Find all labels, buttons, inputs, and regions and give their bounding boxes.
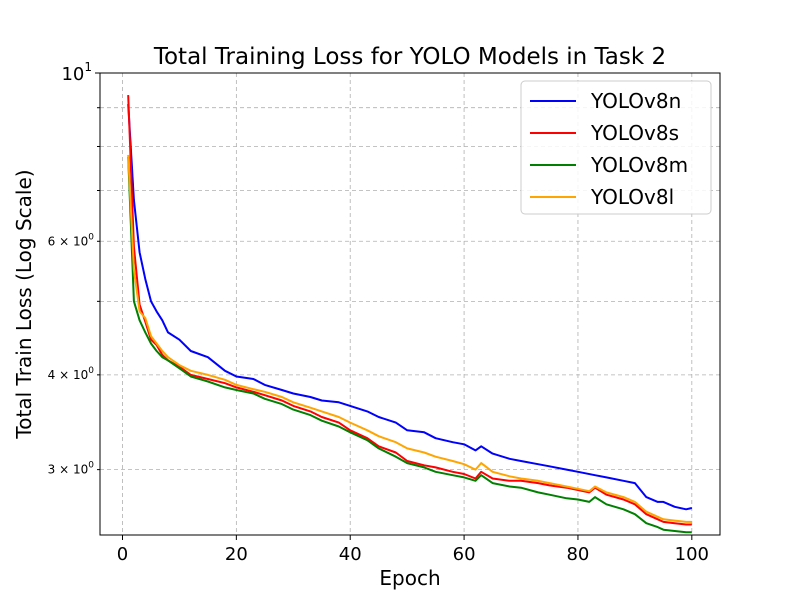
y-axis-label: Total Train Loss (Log Scale): [12, 169, 36, 439]
series-line-yolov8l: [127, 154, 692, 523]
legend-label: YOLOv8m: [590, 153, 688, 177]
legend-label: YOLOv8l: [590, 185, 674, 209]
x-tick-label: 80: [566, 544, 589, 565]
x-tick-label: 40: [339, 544, 362, 565]
series-line-yolov8s: [127, 95, 692, 526]
plot-area-frame: [99, 72, 721, 536]
y-minor-tick-label: 6 × 100: [48, 232, 95, 248]
series-line-yolov8m: [127, 156, 692, 534]
x-tick-label: 0: [117, 544, 128, 565]
y-minor-tick-label: 3 × 100: [48, 461, 95, 477]
chart-title: Total Training Loss for YOLO Models in T…: [153, 44, 666, 70]
axis-ticks: 0 20 40 60 80 100 101 3 × 100 4 × 100 6 × 100: [48, 60, 709, 565]
legend-label: YOLOv8n: [590, 89, 681, 113]
x-axis-label: Epoch: [379, 566, 440, 590]
legend-label: YOLOv8s: [590, 121, 679, 145]
x-tick-label: 100: [675, 544, 709, 565]
legend-box: [520, 80, 712, 215]
y-minor-tick-label: 4 × 100: [48, 366, 95, 382]
legend: YOLOv8n YOLOv8s YOLOv8m YOLOv8l: [520, 80, 712, 215]
x-tick-label: 60: [453, 544, 476, 565]
x-tick-label: 20: [225, 544, 248, 565]
series-lines: [127, 95, 693, 534]
series-line-yolov8n: [127, 104, 693, 511]
y-major-tick-label: 101: [61, 60, 92, 85]
